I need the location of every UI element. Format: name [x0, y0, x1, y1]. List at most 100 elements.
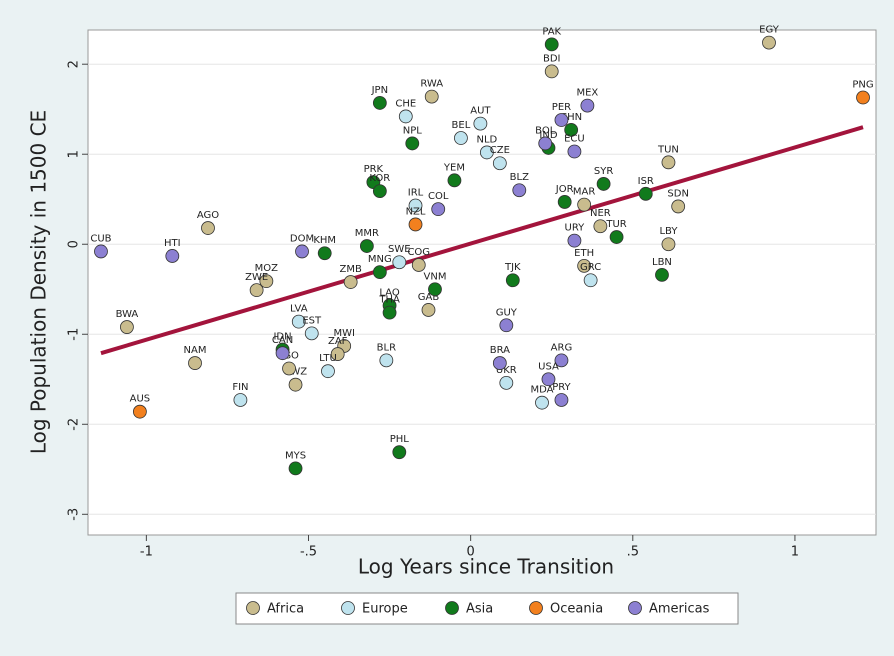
point	[165, 249, 180, 263]
y-tick-label: 1	[67, 150, 82, 158]
point	[638, 186, 653, 201]
point-label: ECU	[564, 134, 585, 145]
legend-marker	[246, 601, 260, 615]
point-label: PRY	[552, 382, 571, 393]
point-label: MMR	[355, 228, 379, 239]
point	[544, 37, 559, 52]
point	[544, 64, 559, 79]
legend-marker	[529, 601, 543, 615]
point-label: TUR	[605, 219, 626, 230]
point	[282, 361, 296, 376]
point	[408, 217, 423, 232]
point-label: SDN	[667, 188, 689, 199]
point	[424, 89, 439, 104]
point-label: NPL	[403, 125, 423, 136]
point-label: AGO	[197, 210, 219, 221]
point	[479, 145, 494, 160]
point-label: MOZ	[255, 263, 278, 274]
point	[408, 198, 423, 213]
y-tick-label: -1	[67, 328, 82, 341]
point	[431, 202, 446, 217]
point	[538, 136, 553, 151]
y-tick-label: 2	[67, 60, 82, 68]
point-label: MAR	[573, 187, 595, 198]
point-label: USA	[538, 361, 559, 372]
point-label: JOR	[555, 184, 574, 195]
y-axis-title: Log Population Density in 1500 CE	[27, 110, 51, 454]
point	[321, 364, 335, 379]
y-tick-label: -3	[67, 508, 82, 521]
legend-marker	[445, 601, 459, 615]
point-label: BRA	[490, 345, 510, 356]
point-label: LTU	[319, 353, 337, 364]
point-label: TUN	[657, 144, 679, 155]
point-label: ETH	[574, 248, 594, 259]
point-label: ARG	[551, 342, 573, 353]
point-label: MWI	[333, 328, 354, 339]
point	[577, 197, 592, 212]
point	[655, 267, 669, 282]
point-label: AUS	[130, 394, 151, 405]
point	[454, 131, 468, 145]
point-label: PNG	[852, 80, 873, 91]
point	[405, 136, 420, 151]
point	[492, 356, 507, 370]
point	[120, 320, 134, 334]
point	[379, 353, 394, 368]
legend-label: Asia	[466, 602, 493, 617]
point-label: LAO	[379, 287, 399, 298]
point	[295, 244, 309, 259]
point	[132, 404, 147, 419]
point	[233, 393, 248, 407]
point	[505, 273, 520, 288]
point	[249, 283, 264, 298]
point	[596, 177, 611, 191]
x-tick-label: -1	[140, 545, 153, 560]
point	[201, 221, 215, 235]
point	[317, 246, 332, 261]
point-label: FIN	[232, 382, 248, 393]
point	[359, 239, 374, 253]
point	[288, 377, 303, 392]
point	[372, 265, 387, 280]
point-label: KHM	[313, 235, 336, 246]
point-label: SYR	[594, 166, 613, 177]
point-label: PER	[552, 102, 571, 113]
point-label: BLR	[377, 342, 396, 353]
x-tick-label: .5	[627, 545, 639, 560]
point-label: EGY	[759, 25, 780, 36]
point	[580, 98, 595, 113]
point	[554, 353, 569, 368]
point-label: AUT	[470, 106, 491, 117]
point-label: CHN	[560, 112, 582, 123]
point	[554, 113, 569, 127]
point	[188, 356, 202, 370]
point	[499, 318, 514, 333]
point	[343, 275, 358, 289]
point-label: BOL	[535, 125, 556, 136]
point	[372, 184, 387, 199]
point-label: SWZ	[284, 367, 307, 378]
point	[567, 233, 582, 248]
point-label: VNM	[424, 271, 447, 282]
x-tick-label: 1	[791, 545, 799, 560]
point-label: ZWE	[245, 272, 268, 283]
plot-area	[87, 29, 877, 536]
point-label: NER	[590, 208, 611, 219]
point	[499, 375, 514, 390]
legend-label: Europe	[362, 602, 408, 617]
point	[554, 393, 569, 407]
point-label: GAB	[418, 292, 440, 303]
point	[583, 273, 598, 288]
point	[259, 274, 274, 289]
point-label: NAM	[184, 345, 207, 356]
point-label: RWA	[420, 79, 443, 90]
point	[577, 258, 592, 273]
point-label: LBN	[652, 257, 672, 268]
point-label: BWA	[116, 309, 139, 320]
point-label: EST	[302, 315, 322, 326]
point	[671, 199, 686, 214]
point-label: MEX	[576, 88, 598, 99]
point	[564, 123, 579, 137]
